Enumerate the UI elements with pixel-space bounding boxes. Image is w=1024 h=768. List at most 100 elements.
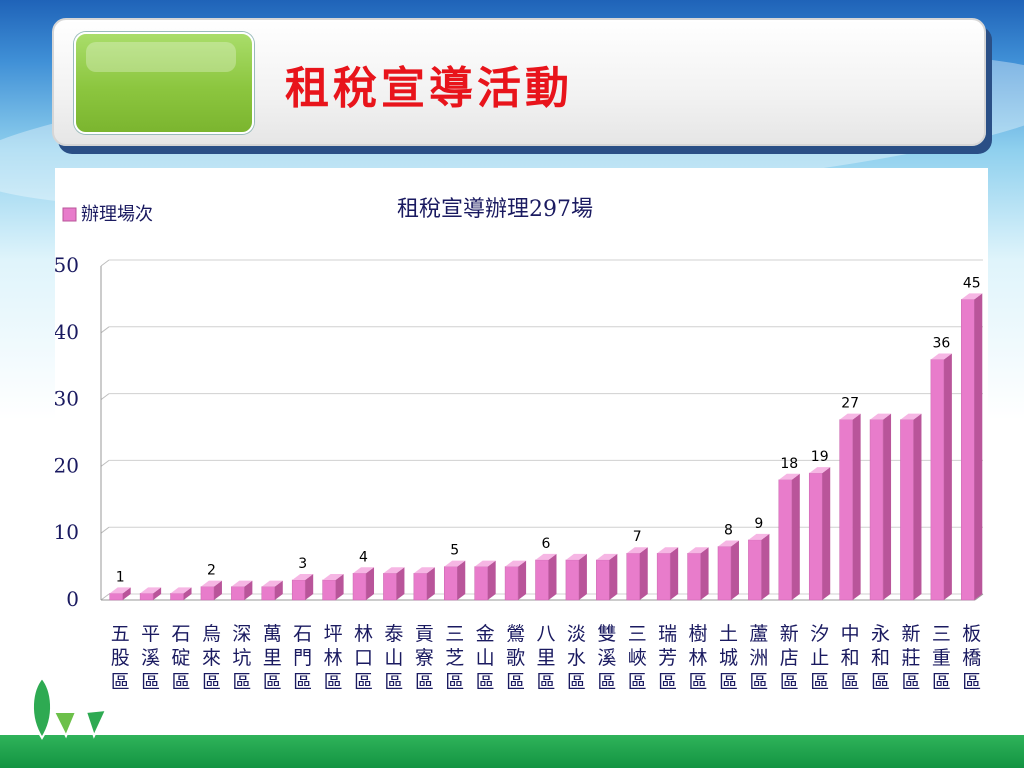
- x-tick-label: 烏: [202, 623, 221, 645]
- x-tick-label: 五: [111, 623, 130, 645]
- x-tick-label: 歌: [506, 647, 525, 669]
- data-label: 27: [841, 396, 859, 412]
- x-tick-label: 板: [962, 623, 981, 645]
- x-tick-label: 寮: [415, 647, 434, 669]
- x-tick-label: 區: [445, 671, 464, 693]
- bar-top: [505, 560, 527, 567]
- x-tick-label: 雙: [597, 623, 616, 645]
- x-tick-label: 區: [506, 671, 525, 693]
- bar-side: [670, 547, 679, 600]
- x-tick-label: 區: [780, 671, 799, 693]
- x-tick-label: 區: [901, 671, 920, 693]
- bar-side: [487, 560, 496, 600]
- x-tick-label: 芳: [658, 647, 677, 669]
- x-tick-label: 林: [324, 647, 343, 669]
- bars-layer: [109, 293, 983, 601]
- bar-top: [535, 553, 557, 560]
- data-label: 4: [359, 549, 368, 565]
- bar-top: [444, 560, 466, 567]
- x-tick-label: 和: [841, 647, 860, 669]
- bar: [322, 579, 336, 601]
- data-label: 7: [633, 529, 642, 545]
- x-tick-label: 山: [476, 647, 495, 669]
- x-tick-label: 平: [141, 623, 160, 645]
- x-tick-label: 區: [841, 671, 860, 693]
- bar: [109, 593, 123, 601]
- bar-top: [748, 533, 770, 540]
- bar: [291, 579, 306, 601]
- bar-side: [700, 547, 709, 600]
- bar-side: [943, 353, 952, 600]
- data-label: 8: [724, 523, 733, 539]
- x-tick-label: 區: [749, 671, 768, 693]
- bar: [778, 479, 793, 601]
- bar-top: [322, 573, 344, 580]
- bar: [474, 566, 488, 601]
- bar-side: [457, 560, 466, 600]
- bar-side: [153, 587, 162, 600]
- x-tick-label: 蘆: [749, 623, 768, 645]
- x-tick-label: 永: [871, 623, 890, 645]
- bar-top: [778, 473, 800, 480]
- x-tick-label: 碇: [172, 647, 191, 669]
- x-tick-label: 泰: [384, 623, 403, 645]
- bar-side: [761, 533, 770, 600]
- bar: [626, 552, 640, 601]
- bar: [717, 546, 732, 601]
- x-tick-label: 區: [293, 671, 312, 693]
- bar-top: [200, 580, 222, 587]
- x-tick-label: 莊: [901, 647, 920, 669]
- x-tick-label: 區: [962, 671, 981, 693]
- data-label: 18: [780, 456, 798, 472]
- gridline-diag: [100, 526, 110, 534]
- x-tick-label: 口: [354, 647, 373, 669]
- x-tick-label: 止: [810, 647, 829, 669]
- x-tick-label: 石: [293, 623, 312, 645]
- bar-top: [261, 580, 283, 587]
- x-tick-label: 淡: [567, 623, 586, 645]
- bar-top: [170, 587, 192, 594]
- bar: [687, 552, 701, 601]
- x-tick-label: 石: [172, 623, 191, 645]
- bar: [808, 472, 823, 601]
- x-tick-label: 區: [719, 671, 738, 693]
- x-tick-label: 三: [932, 623, 951, 645]
- x-tick-label: 鶯: [506, 623, 525, 645]
- bar-top: [900, 413, 922, 420]
- x-tick-label: 坑: [232, 647, 251, 669]
- bar-side: [426, 567, 435, 600]
- x-tick-label: 來: [202, 647, 221, 669]
- bar-top: [809, 467, 831, 474]
- bar-side: [244, 580, 253, 600]
- bar-side: [518, 560, 527, 600]
- bar-side: [335, 573, 344, 600]
- bar: [383, 573, 397, 601]
- bar-top: [109, 587, 131, 594]
- bar-top: [961, 293, 983, 300]
- bar: [961, 299, 975, 601]
- x-tick-label: 店: [780, 647, 799, 669]
- bar-side: [274, 580, 283, 600]
- data-label: 2: [207, 563, 216, 579]
- x-tick-label: 區: [415, 671, 434, 693]
- bar: [596, 559, 610, 601]
- y-tick-label: 30: [55, 387, 79, 411]
- bar: [261, 586, 276, 601]
- legend-label: 辦理場次: [81, 204, 153, 225]
- data-label: 36: [932, 336, 950, 352]
- bar-top: [413, 567, 435, 574]
- bar-chart: 0 10 20 30 40 50 1 五股區 平溪區 石碇區 2 烏來區 深坑區 萬里區 3 石門區 坪林區 4 林…: [55, 197, 984, 693]
- x-tick-label: 區: [232, 671, 251, 693]
- x-tick-label: 樹: [689, 623, 708, 645]
- x-tick-label: 萬: [263, 623, 282, 645]
- bar: [352, 573, 367, 601]
- bar: [748, 539, 762, 601]
- x-tick-label: 深: [232, 623, 251, 645]
- x-tick-label: 八: [536, 623, 555, 645]
- data-label: 1: [116, 569, 125, 585]
- gridline-diag: [100, 393, 110, 401]
- title-accent-box: [74, 32, 254, 134]
- y-tick-label: 10: [55, 520, 79, 544]
- x-tick-label: 溪: [141, 647, 160, 669]
- legend-swatch: [62, 207, 77, 222]
